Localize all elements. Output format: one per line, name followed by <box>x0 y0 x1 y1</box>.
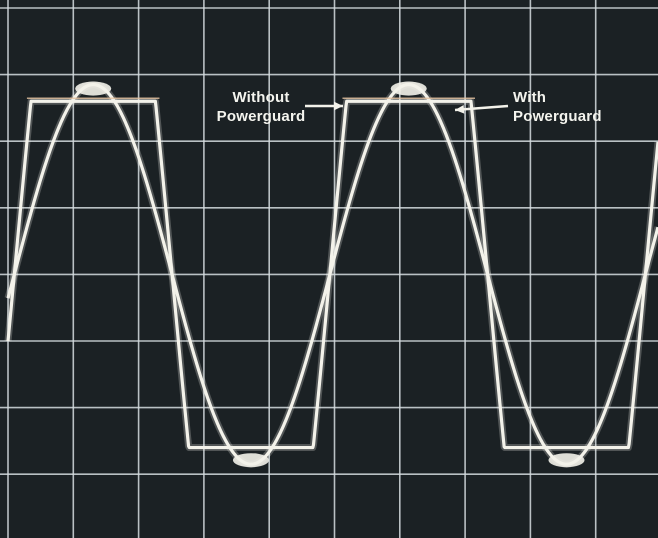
annotation-with-line2: Powerguard <box>513 107 623 126</box>
peak-highlight <box>233 453 269 467</box>
annotation-with-powerguard: With Powerguard <box>513 88 623 126</box>
annotation-without-powerguard: Without Powerguard <box>201 88 321 126</box>
annotation-without-line1: Without <box>201 88 321 107</box>
annotation-without-line2: Powerguard <box>201 107 321 126</box>
peak-highlight <box>548 453 584 467</box>
peak-highlight <box>391 82 427 96</box>
peak-highlight <box>75 82 111 96</box>
annotation-with-line1: With <box>513 88 623 107</box>
